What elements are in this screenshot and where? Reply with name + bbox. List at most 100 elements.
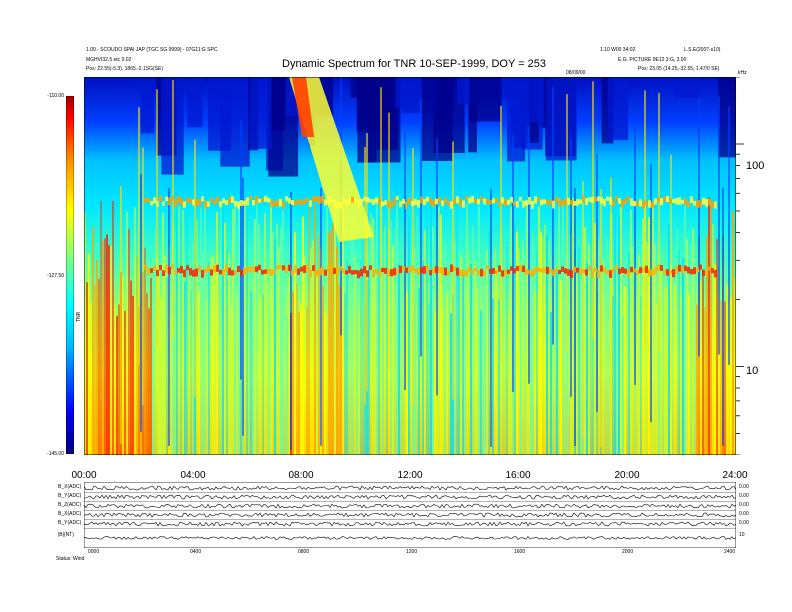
emission-band-cell [672,198,675,203]
emission-band-cell [216,196,219,204]
emission-band-cell [474,267,477,272]
panel-x-tick-label: 2000 [622,549,634,555]
emission-band-cell [690,269,693,275]
emission-band-cell [531,200,534,209]
spectrogram-cell [546,235,548,455]
emission-band-cell [645,200,648,206]
emission-band-cell [219,201,222,208]
emission-band-cell [162,270,165,277]
emission-band-cell [501,197,504,204]
emission-band-cell [579,267,582,275]
emission-band-cell [669,270,672,275]
emission-band-cell [660,265,663,271]
spectrogram-cell [562,202,564,455]
emission-band-cell [240,270,243,277]
emission-band-cell [249,195,252,201]
emission-band-cell [420,267,423,274]
emission-band-cell [264,269,267,274]
spectrogram-cell [690,246,692,455]
spectrogram-cell [240,121,242,380]
spectrogram-cell [168,188,170,446]
emission-band-cell [678,197,681,205]
emission-band-cell [327,196,330,204]
spectrogram-cell [370,213,372,455]
panel-right-tick: 0.00 [739,502,749,508]
spectrogram-plot [84,77,736,455]
panel-trace [84,536,736,540]
emission-band-cell [345,270,348,275]
emission-band-cell [204,200,207,209]
emission-band-cell [714,270,717,278]
spectrogram-cell [592,262,594,455]
spectrogram-cell [274,238,276,455]
spectrogram-cell [432,227,434,455]
spectrogram-cell [356,267,358,455]
spectrogram-cell [588,244,590,455]
panel-x-tick-label: 0000 [88,549,100,555]
emission-band-cell [348,198,351,205]
emission-band-cell [294,265,297,273]
emission-band-cell [414,198,417,206]
y-unit-label: kHz [738,70,747,76]
spectrogram-cell [732,211,734,455]
panel-right-tick: 10 [739,532,745,538]
spectrogram-cell [566,94,568,353]
emission-band-cell [324,269,327,276]
spectrogram-cell [100,200,102,455]
spectrogram-cell [226,248,228,455]
spectrogram-cell [488,231,490,455]
emission-band-cell [285,266,288,273]
emission-band-cell [552,269,555,277]
spectrogram-cell [258,224,260,455]
spectrogram-cell [192,242,194,455]
spectrogram-cell [610,177,612,436]
emission-band-cell [237,201,240,209]
emission-band-cell [156,201,159,207]
spectrogram-cell [524,283,526,455]
emission-band-cell [564,268,567,274]
spectrogram-cell [250,290,252,455]
emission-band-cell [420,196,423,204]
emission-band-cell [171,196,174,201]
emission-band-cell [606,269,609,275]
spectrogram-cell [170,314,172,455]
spectrogram-cell [502,300,504,455]
spectrogram-cell [520,261,522,455]
spectrogram-cell [134,207,136,455]
spectrogram-cell [554,289,556,455]
spectrogram-cell [322,286,324,455]
spectrogram-cell [674,284,676,455]
emission-band-cell [603,267,606,273]
emission-band-cell [150,201,153,206]
spectrogram-cell [522,240,524,455]
spectrogram-cell [110,245,112,455]
emission-band-cell [702,269,705,276]
emission-band-cell [339,201,342,209]
emission-band-cell [255,266,258,273]
spectrogram-cell [676,228,678,455]
spectrogram-cell [430,202,432,455]
emission-band-cell [426,265,429,272]
emission-band-cell [381,267,384,273]
spectrogram-cell [644,90,646,349]
emission-band-cell [621,200,624,209]
spectrogram-cell [556,270,558,455]
emission-band-cell [564,199,567,205]
spectrogram-cell [326,207,328,455]
emission-band-cell [159,195,162,202]
spectrogram-cell [412,148,414,407]
emission-band-cell [699,200,702,208]
emission-band-cell [186,197,189,203]
spectrogram-cell [212,255,214,455]
emission-band-cell [183,269,186,278]
spectrogram-cell [540,231,542,455]
spectrogram-cell [86,282,88,455]
emission-band-cell [507,269,510,274]
emission-band-cell [255,195,258,204]
spectrogram-cell [362,230,364,455]
emission-band-cell [273,201,276,207]
spectrogram-cell [358,309,360,455]
emission-band-cell [570,200,573,205]
spectrogram-cell [198,291,200,455]
spectrogram-cell [560,280,562,455]
